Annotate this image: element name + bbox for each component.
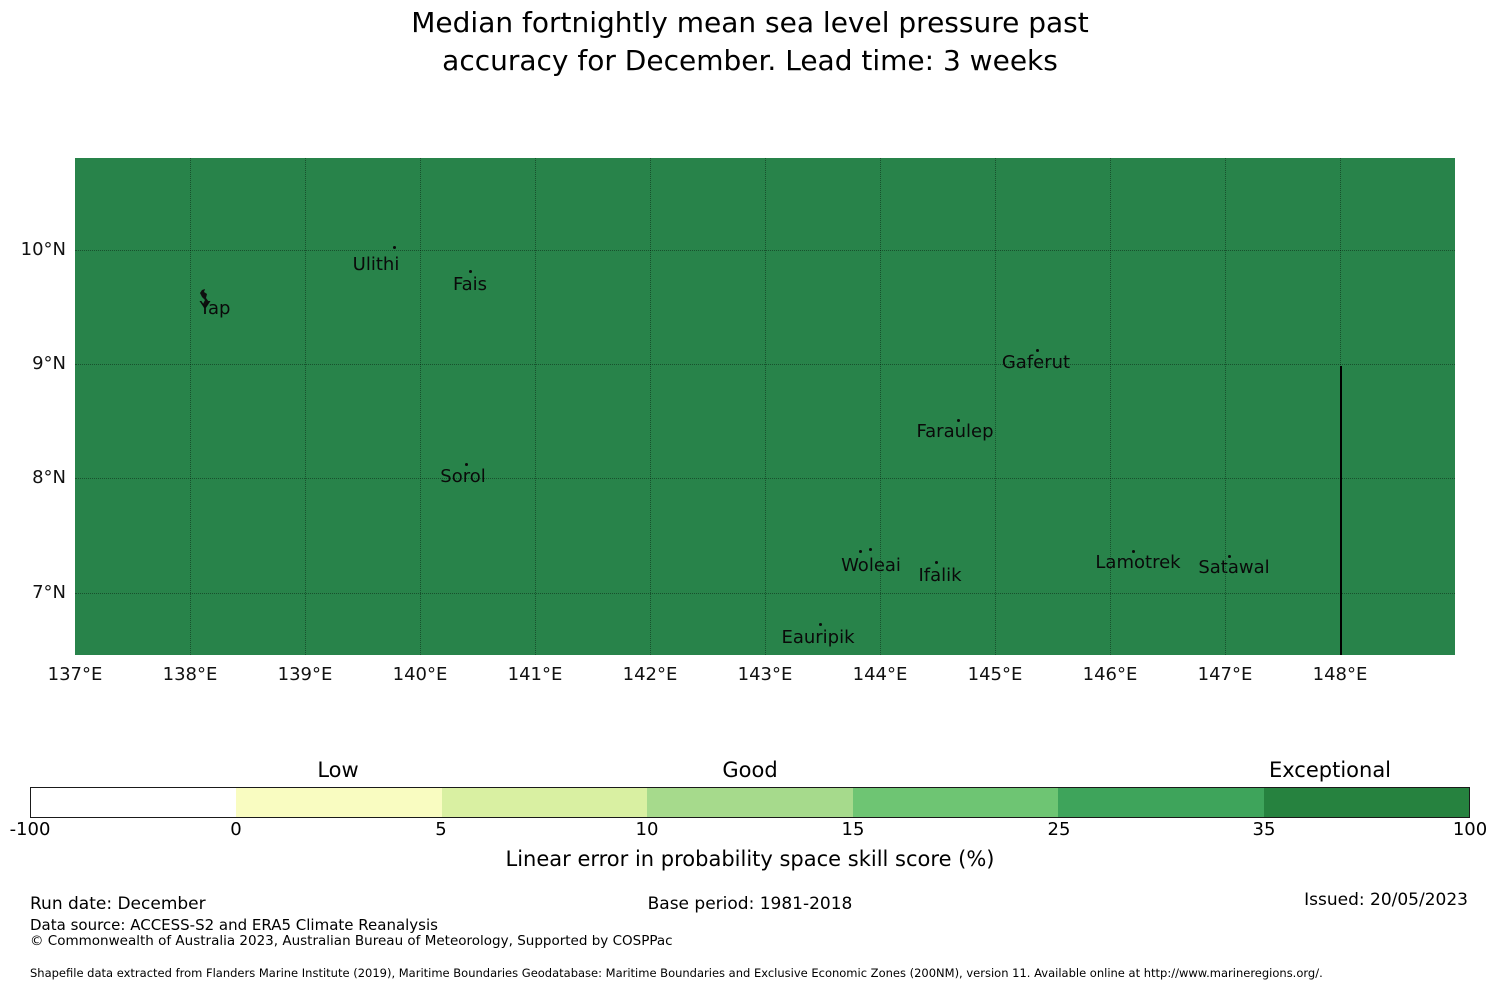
colorbar-axis-label: Linear error in probability space skill … xyxy=(505,847,995,871)
gridline-8n xyxy=(75,478,1455,479)
island-label-fais: Fais xyxy=(452,274,488,295)
colorbar-category-low: Low xyxy=(317,758,359,782)
island-label-ifalik: Ifalik xyxy=(918,565,962,586)
ulithi-island-dot xyxy=(393,246,396,249)
colorbar-tick-15: 15 xyxy=(841,819,865,840)
y-axis-label-7n: 7°N xyxy=(32,582,66,603)
x-axis-label-140e: 140°E xyxy=(392,664,448,685)
colorbar-tick-100: 100 xyxy=(1452,819,1488,840)
data-source-text: Data source: ACCESS-S2 and ERA5 Climate … xyxy=(30,916,438,934)
x-axis-label-138e: 138°E xyxy=(162,664,218,685)
island-label-satawal: Satawal xyxy=(1198,557,1270,578)
colorbar-tick-neg100: -100 xyxy=(9,819,51,840)
x-axis-label-141e: 141°E xyxy=(507,664,563,685)
colorbar-segment-35-100 xyxy=(1263,788,1469,817)
gridline-145e xyxy=(995,158,996,655)
page-title: Median fortnightly mean sea level pressu… xyxy=(0,4,1500,80)
eauripik-island-dot xyxy=(819,623,822,626)
base-period-text: Base period: 1981-2018 xyxy=(647,894,853,914)
gridline-140e xyxy=(420,158,421,655)
fais-island-dot xyxy=(469,270,472,273)
title-line-2: accuracy for December. Lead time: 3 week… xyxy=(442,44,1058,77)
colorbar-category-exceptional: Exceptional xyxy=(1268,758,1392,782)
x-axis-label-143e: 143°E xyxy=(737,664,793,685)
colorbar-tick-5: 5 xyxy=(435,819,447,840)
issued-date-text: Issued: 20/05/2023 xyxy=(1304,890,1468,910)
colorbar-category-good: Good xyxy=(722,758,778,782)
x-axis-label-147e: 147°E xyxy=(1197,664,1253,685)
colorbar-tick-0: 0 xyxy=(230,819,242,840)
island-label-gaferut: Gaferut xyxy=(1001,352,1071,373)
yap-island-shape xyxy=(200,289,209,308)
island-label-sorol: Sorol xyxy=(440,466,486,487)
gridline-9n xyxy=(75,364,1455,365)
colorbar-tick-35: 35 xyxy=(1252,819,1276,840)
island-label-woleai: Woleai xyxy=(841,555,901,576)
x-axis-label-142e: 142°E xyxy=(622,664,678,685)
ifalik-island-dot xyxy=(935,561,938,564)
x-axis-label-137e: 137°E xyxy=(47,664,103,685)
gaferut-island-dot xyxy=(1036,349,1039,352)
island-label-lamotrek: Lamotrek xyxy=(1095,552,1181,573)
gridline-141e xyxy=(535,158,536,655)
shapefile-note: Shapefile data extracted from Flanders M… xyxy=(30,966,1323,980)
y-axis-label-9n: 9°N xyxy=(32,353,66,374)
colorbar-tick-10: 10 xyxy=(635,819,659,840)
y-axis-label-8n: 8°N xyxy=(32,467,66,488)
colorbar-segment-neg100-0 xyxy=(31,788,237,817)
x-axis-label-146e: 146°E xyxy=(1082,664,1138,685)
copyright-text: © Commonwealth of Australia 2023, Austra… xyxy=(30,933,673,949)
colorbar-segment-15-25 xyxy=(852,788,1059,817)
colorbar-segment-10-15 xyxy=(647,788,853,817)
run-date-text: Run date: December xyxy=(30,894,206,914)
gridline-146e xyxy=(1110,158,1111,655)
gridline-139e xyxy=(305,158,306,655)
island-label-yap: Yap xyxy=(199,298,231,319)
island-label-ulithi: Ulithi xyxy=(352,254,400,275)
x-axis-label-145e: 145°E xyxy=(967,664,1023,685)
gridline-7n xyxy=(75,593,1455,594)
woleai-island-dot xyxy=(859,550,862,553)
y-axis-label-10n: 10°N xyxy=(20,239,66,260)
colorbar xyxy=(30,787,1470,818)
satawal-island-dot xyxy=(1228,555,1231,558)
colorbar-segment-0-5 xyxy=(236,788,442,817)
x-axis-label-148e: 148°E xyxy=(1312,664,1368,685)
faraulep-island-dot xyxy=(957,419,960,422)
colorbar-segment-25-35 xyxy=(1058,788,1264,817)
island-label-faraulep: Faraulep xyxy=(916,421,994,442)
gridline-138e xyxy=(190,158,191,655)
lamotrek-island-dot xyxy=(1132,550,1135,553)
title-line-1: Median fortnightly mean sea level pressu… xyxy=(411,6,1089,39)
colorbar-segment-5-10 xyxy=(441,788,648,817)
gridline-144e xyxy=(880,158,881,655)
gridline-147e xyxy=(1225,158,1226,655)
island-label-eauripik: Eauripik xyxy=(781,627,855,648)
map-canvas: Yap Ulithi Fais Sorol Gaferut Faraulep W… xyxy=(75,158,1455,655)
woleai-island-dot xyxy=(869,548,872,551)
x-axis-label-139e: 139°E xyxy=(277,664,333,685)
gridline-10n xyxy=(75,250,1455,251)
gridline-143e xyxy=(765,158,766,655)
sorol-island-dot xyxy=(465,463,468,466)
gridline-142e xyxy=(650,158,651,655)
colorbar-tick-25: 25 xyxy=(1047,819,1071,840)
x-axis-label-144e: 144°E xyxy=(852,664,908,685)
eez-boundary-line xyxy=(1340,366,1342,655)
